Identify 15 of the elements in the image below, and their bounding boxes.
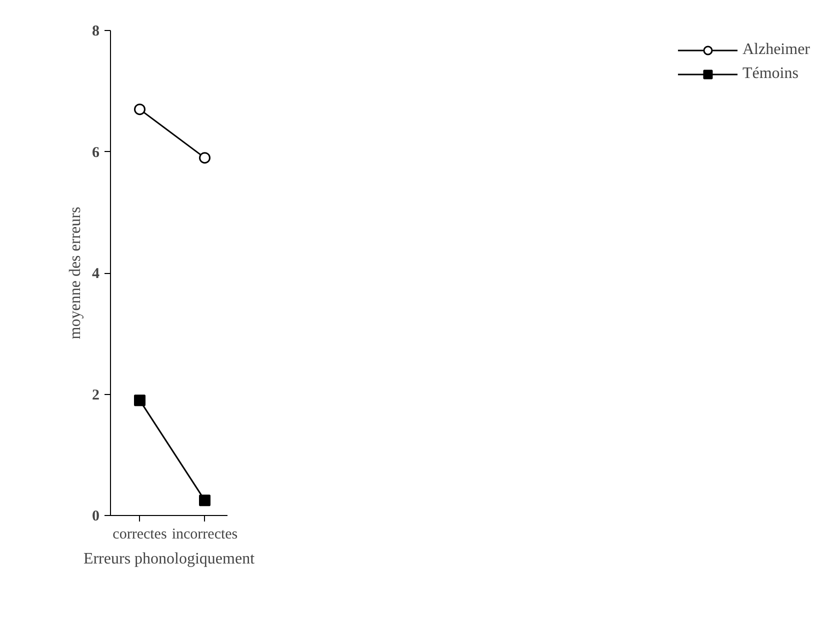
x-axis-title: Erreurs phonologiquement — [83, 550, 256, 568]
point — [199, 152, 210, 164]
y-tick-label: 0 — [92, 508, 100, 524]
x-tick-label: incorrectes — [172, 526, 238, 542]
legend-label: Alzheimer — [742, 41, 810, 59]
point — [134, 104, 146, 116]
point — [199, 494, 210, 506]
point — [134, 394, 146, 406]
legend-label: Témoins — [742, 65, 798, 83]
y-tick-label: 6 — [92, 144, 100, 161]
y-tick-label: 8 — [92, 24, 100, 40]
y-tick-label: 4 — [92, 266, 100, 282]
x-tick-label: correctes — [112, 526, 167, 542]
y-tick-label: 2 — [92, 387, 100, 404]
y-axis-title: moyenne des erreurs — [67, 206, 84, 340]
